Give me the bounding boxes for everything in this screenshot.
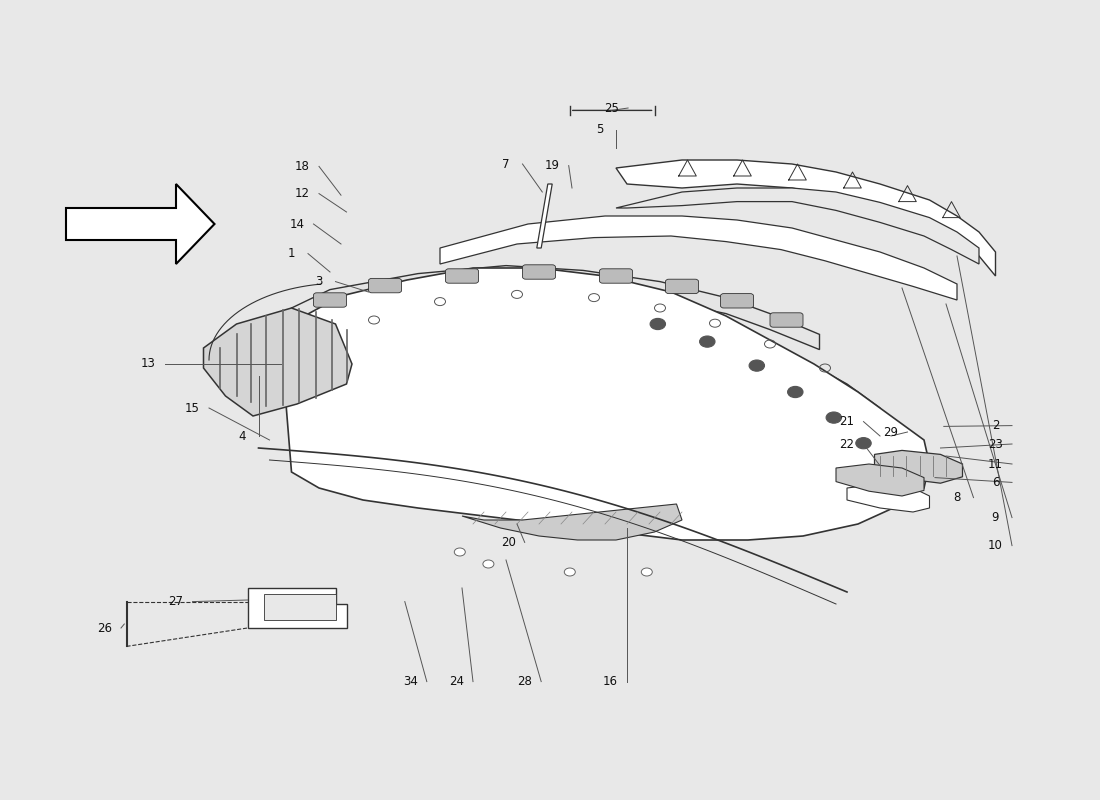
FancyBboxPatch shape — [522, 265, 556, 279]
Text: 26: 26 — [97, 622, 112, 634]
Text: 14: 14 — [289, 218, 305, 230]
Text: 2: 2 — [992, 419, 999, 432]
Text: 11: 11 — [988, 458, 1003, 470]
Text: 4: 4 — [239, 430, 245, 442]
Polygon shape — [264, 594, 336, 620]
Text: 9: 9 — [992, 511, 999, 524]
Polygon shape — [537, 184, 552, 248]
Text: 27: 27 — [168, 595, 184, 608]
Text: 10: 10 — [988, 539, 1003, 552]
Circle shape — [826, 412, 842, 423]
Polygon shape — [204, 308, 352, 416]
Text: 22: 22 — [839, 438, 855, 450]
Polygon shape — [330, 292, 880, 424]
Text: 16: 16 — [603, 675, 618, 688]
Text: 15: 15 — [185, 402, 200, 414]
FancyBboxPatch shape — [446, 269, 478, 283]
Text: 1: 1 — [288, 247, 295, 260]
Text: 3: 3 — [316, 275, 322, 288]
Circle shape — [564, 568, 575, 576]
FancyBboxPatch shape — [314, 293, 346, 307]
Polygon shape — [292, 266, 820, 350]
Text: 8: 8 — [954, 491, 960, 504]
Circle shape — [856, 438, 871, 449]
Polygon shape — [836, 464, 924, 496]
Polygon shape — [248, 588, 346, 628]
FancyBboxPatch shape — [666, 279, 698, 294]
Text: 24: 24 — [449, 675, 464, 688]
FancyBboxPatch shape — [600, 269, 632, 283]
Polygon shape — [616, 160, 996, 276]
Text: 6: 6 — [992, 476, 999, 489]
Circle shape — [700, 336, 715, 347]
Text: 7: 7 — [503, 158, 509, 170]
Text: 19: 19 — [544, 159, 560, 172]
Polygon shape — [66, 184, 214, 264]
Polygon shape — [462, 504, 682, 540]
Polygon shape — [874, 450, 962, 483]
Text: 13: 13 — [141, 358, 156, 370]
FancyBboxPatch shape — [368, 278, 402, 293]
Text: 25: 25 — [604, 102, 619, 114]
Text: 21: 21 — [839, 415, 855, 428]
Circle shape — [454, 548, 465, 556]
Text: 20: 20 — [500, 536, 516, 549]
Text: 29: 29 — [883, 426, 899, 438]
FancyBboxPatch shape — [720, 294, 754, 308]
FancyBboxPatch shape — [770, 313, 803, 327]
Circle shape — [483, 560, 494, 568]
Circle shape — [641, 568, 652, 576]
Text: 28: 28 — [517, 675, 532, 688]
Circle shape — [650, 318, 666, 330]
Circle shape — [749, 360, 764, 371]
Text: 18: 18 — [295, 160, 310, 173]
Polygon shape — [280, 268, 930, 540]
Text: 5: 5 — [596, 123, 603, 136]
Circle shape — [788, 386, 803, 398]
Polygon shape — [616, 188, 979, 264]
Polygon shape — [440, 216, 957, 300]
Text: 12: 12 — [295, 187, 310, 200]
Polygon shape — [336, 300, 852, 408]
Text: 23: 23 — [988, 438, 1003, 450]
Text: 34: 34 — [403, 675, 418, 688]
Polygon shape — [847, 484, 930, 512]
